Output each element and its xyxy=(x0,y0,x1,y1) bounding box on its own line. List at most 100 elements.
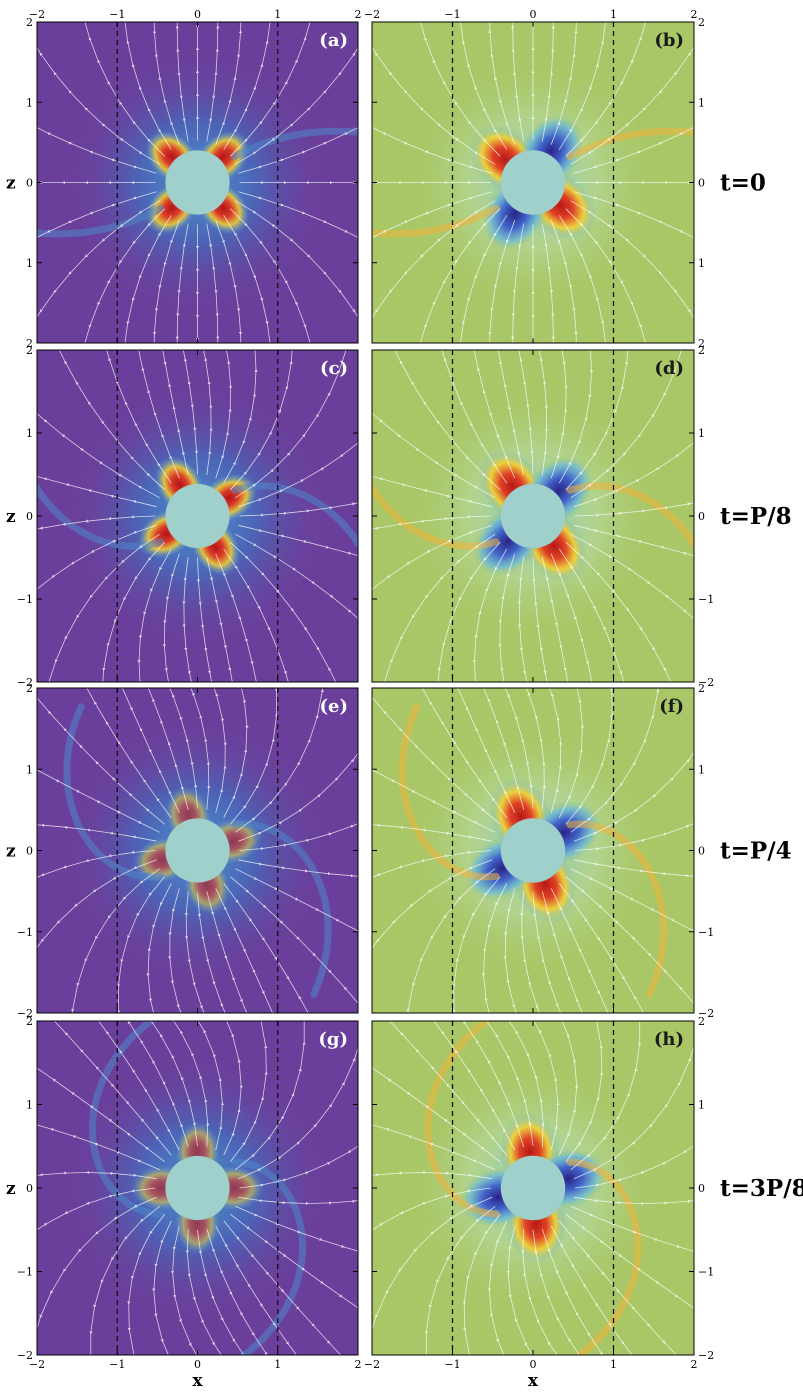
z-axis-label: z xyxy=(6,842,16,862)
streamline xyxy=(372,1105,496,1171)
streamline xyxy=(121,215,172,343)
y-tick-label: 1 xyxy=(26,763,33,776)
y-tick-label: 2 xyxy=(26,16,33,29)
x-tick-label-top: 0 xyxy=(194,8,201,21)
y-tick-label: 0 xyxy=(698,177,705,190)
ticks xyxy=(36,21,359,344)
x-tick-label: 0 xyxy=(194,1358,201,1371)
time-label: t=P/8 xyxy=(720,503,792,530)
streamline xyxy=(573,1021,694,1180)
y-tick-label: 0 xyxy=(698,1182,705,1195)
x-tick-label: −2 xyxy=(364,1358,380,1371)
y-tick-label: −1 xyxy=(17,593,33,606)
y-tick-label: 1 xyxy=(26,257,33,270)
streamline xyxy=(37,1105,160,1171)
x-tick-label-top: 2 xyxy=(355,8,362,21)
streamline xyxy=(570,350,690,499)
streamline xyxy=(565,688,614,825)
streamline xyxy=(510,350,549,476)
x-tick-label: 2 xyxy=(355,1358,362,1371)
streamline xyxy=(37,515,156,553)
streamline xyxy=(116,876,166,1013)
x-tick-label-top: 1 xyxy=(610,8,617,21)
streamline xyxy=(376,533,496,682)
streamline xyxy=(558,22,609,150)
streamline xyxy=(498,1021,579,1156)
y-tick-label: 1 xyxy=(698,763,705,776)
x-tick-label-top: −1 xyxy=(444,8,460,21)
streamline xyxy=(532,350,568,479)
streamline xyxy=(163,1021,243,1156)
panel-label: (e) xyxy=(320,696,349,717)
streamline xyxy=(533,688,585,818)
streamline xyxy=(235,1205,358,1271)
streamline xyxy=(175,22,189,142)
streamline xyxy=(372,515,492,553)
streamline xyxy=(182,556,220,682)
streamlines xyxy=(372,350,694,682)
streamline xyxy=(127,1213,177,1355)
y-tick-label: 0 xyxy=(698,510,705,523)
streamline xyxy=(235,868,358,965)
x-tick-label: −1 xyxy=(444,1358,460,1371)
star xyxy=(500,818,566,883)
panel-label: (a) xyxy=(319,30,348,51)
streamline xyxy=(503,888,570,1013)
y-tick-label: −2 xyxy=(698,1007,714,1020)
x-tick-label: −2 xyxy=(29,1358,45,1371)
streamline xyxy=(372,1196,493,1355)
streamline xyxy=(168,888,234,1013)
x-tick-label-top: 2 xyxy=(691,8,698,21)
streamline xyxy=(196,557,234,682)
panel-c xyxy=(36,349,359,683)
x-tick-label: −1 xyxy=(109,1358,125,1371)
streamlines xyxy=(372,1021,694,1355)
time-label: t=0 xyxy=(720,170,766,197)
y-tick-label: 2 xyxy=(698,682,705,695)
streamlines xyxy=(37,688,358,1013)
z-axis-label: z xyxy=(6,507,16,527)
streamline xyxy=(481,883,533,1013)
y-tick-label: 1 xyxy=(26,1099,33,1112)
streamline xyxy=(372,859,493,1009)
z-axis-label: z xyxy=(6,1179,16,1199)
y-tick-label: −2 xyxy=(17,1349,33,1362)
streamline xyxy=(152,220,180,343)
streamline xyxy=(37,452,157,508)
streamline xyxy=(573,1179,694,1206)
streamline xyxy=(541,22,555,142)
streamline xyxy=(573,859,694,881)
streamlines xyxy=(37,1021,358,1355)
streamline xyxy=(573,191,694,280)
x-tick-label-top: −2 xyxy=(364,8,380,21)
streamline xyxy=(229,688,279,825)
panel-label: (h) xyxy=(654,1029,684,1050)
streamline xyxy=(496,688,563,813)
streamline xyxy=(457,215,508,343)
streamline xyxy=(175,223,189,343)
y-tick-label: 0 xyxy=(26,510,33,523)
panel-e xyxy=(36,687,359,1014)
y-tick-label: 2 xyxy=(698,16,705,29)
streamline xyxy=(372,1170,493,1197)
streamline xyxy=(152,1220,232,1355)
streamline xyxy=(372,820,493,842)
streamlines xyxy=(372,22,694,343)
star xyxy=(165,150,230,215)
x-tick-label: 0 xyxy=(530,1358,537,1371)
ticks xyxy=(36,349,359,683)
streamline xyxy=(37,736,160,833)
ticks xyxy=(36,687,359,1014)
y-tick-label: 2 xyxy=(26,344,33,357)
streamline xyxy=(37,1196,157,1355)
streamline xyxy=(37,820,157,842)
y-tick-label: −2 xyxy=(17,676,33,689)
streamline xyxy=(223,350,258,484)
streamline xyxy=(372,85,493,174)
ticks xyxy=(371,21,695,344)
y-tick-label: −1 xyxy=(17,926,33,939)
star xyxy=(165,1155,230,1221)
streamline xyxy=(223,22,274,150)
panel-g xyxy=(36,1020,359,1356)
x-tick-label-top: 0 xyxy=(530,8,537,21)
